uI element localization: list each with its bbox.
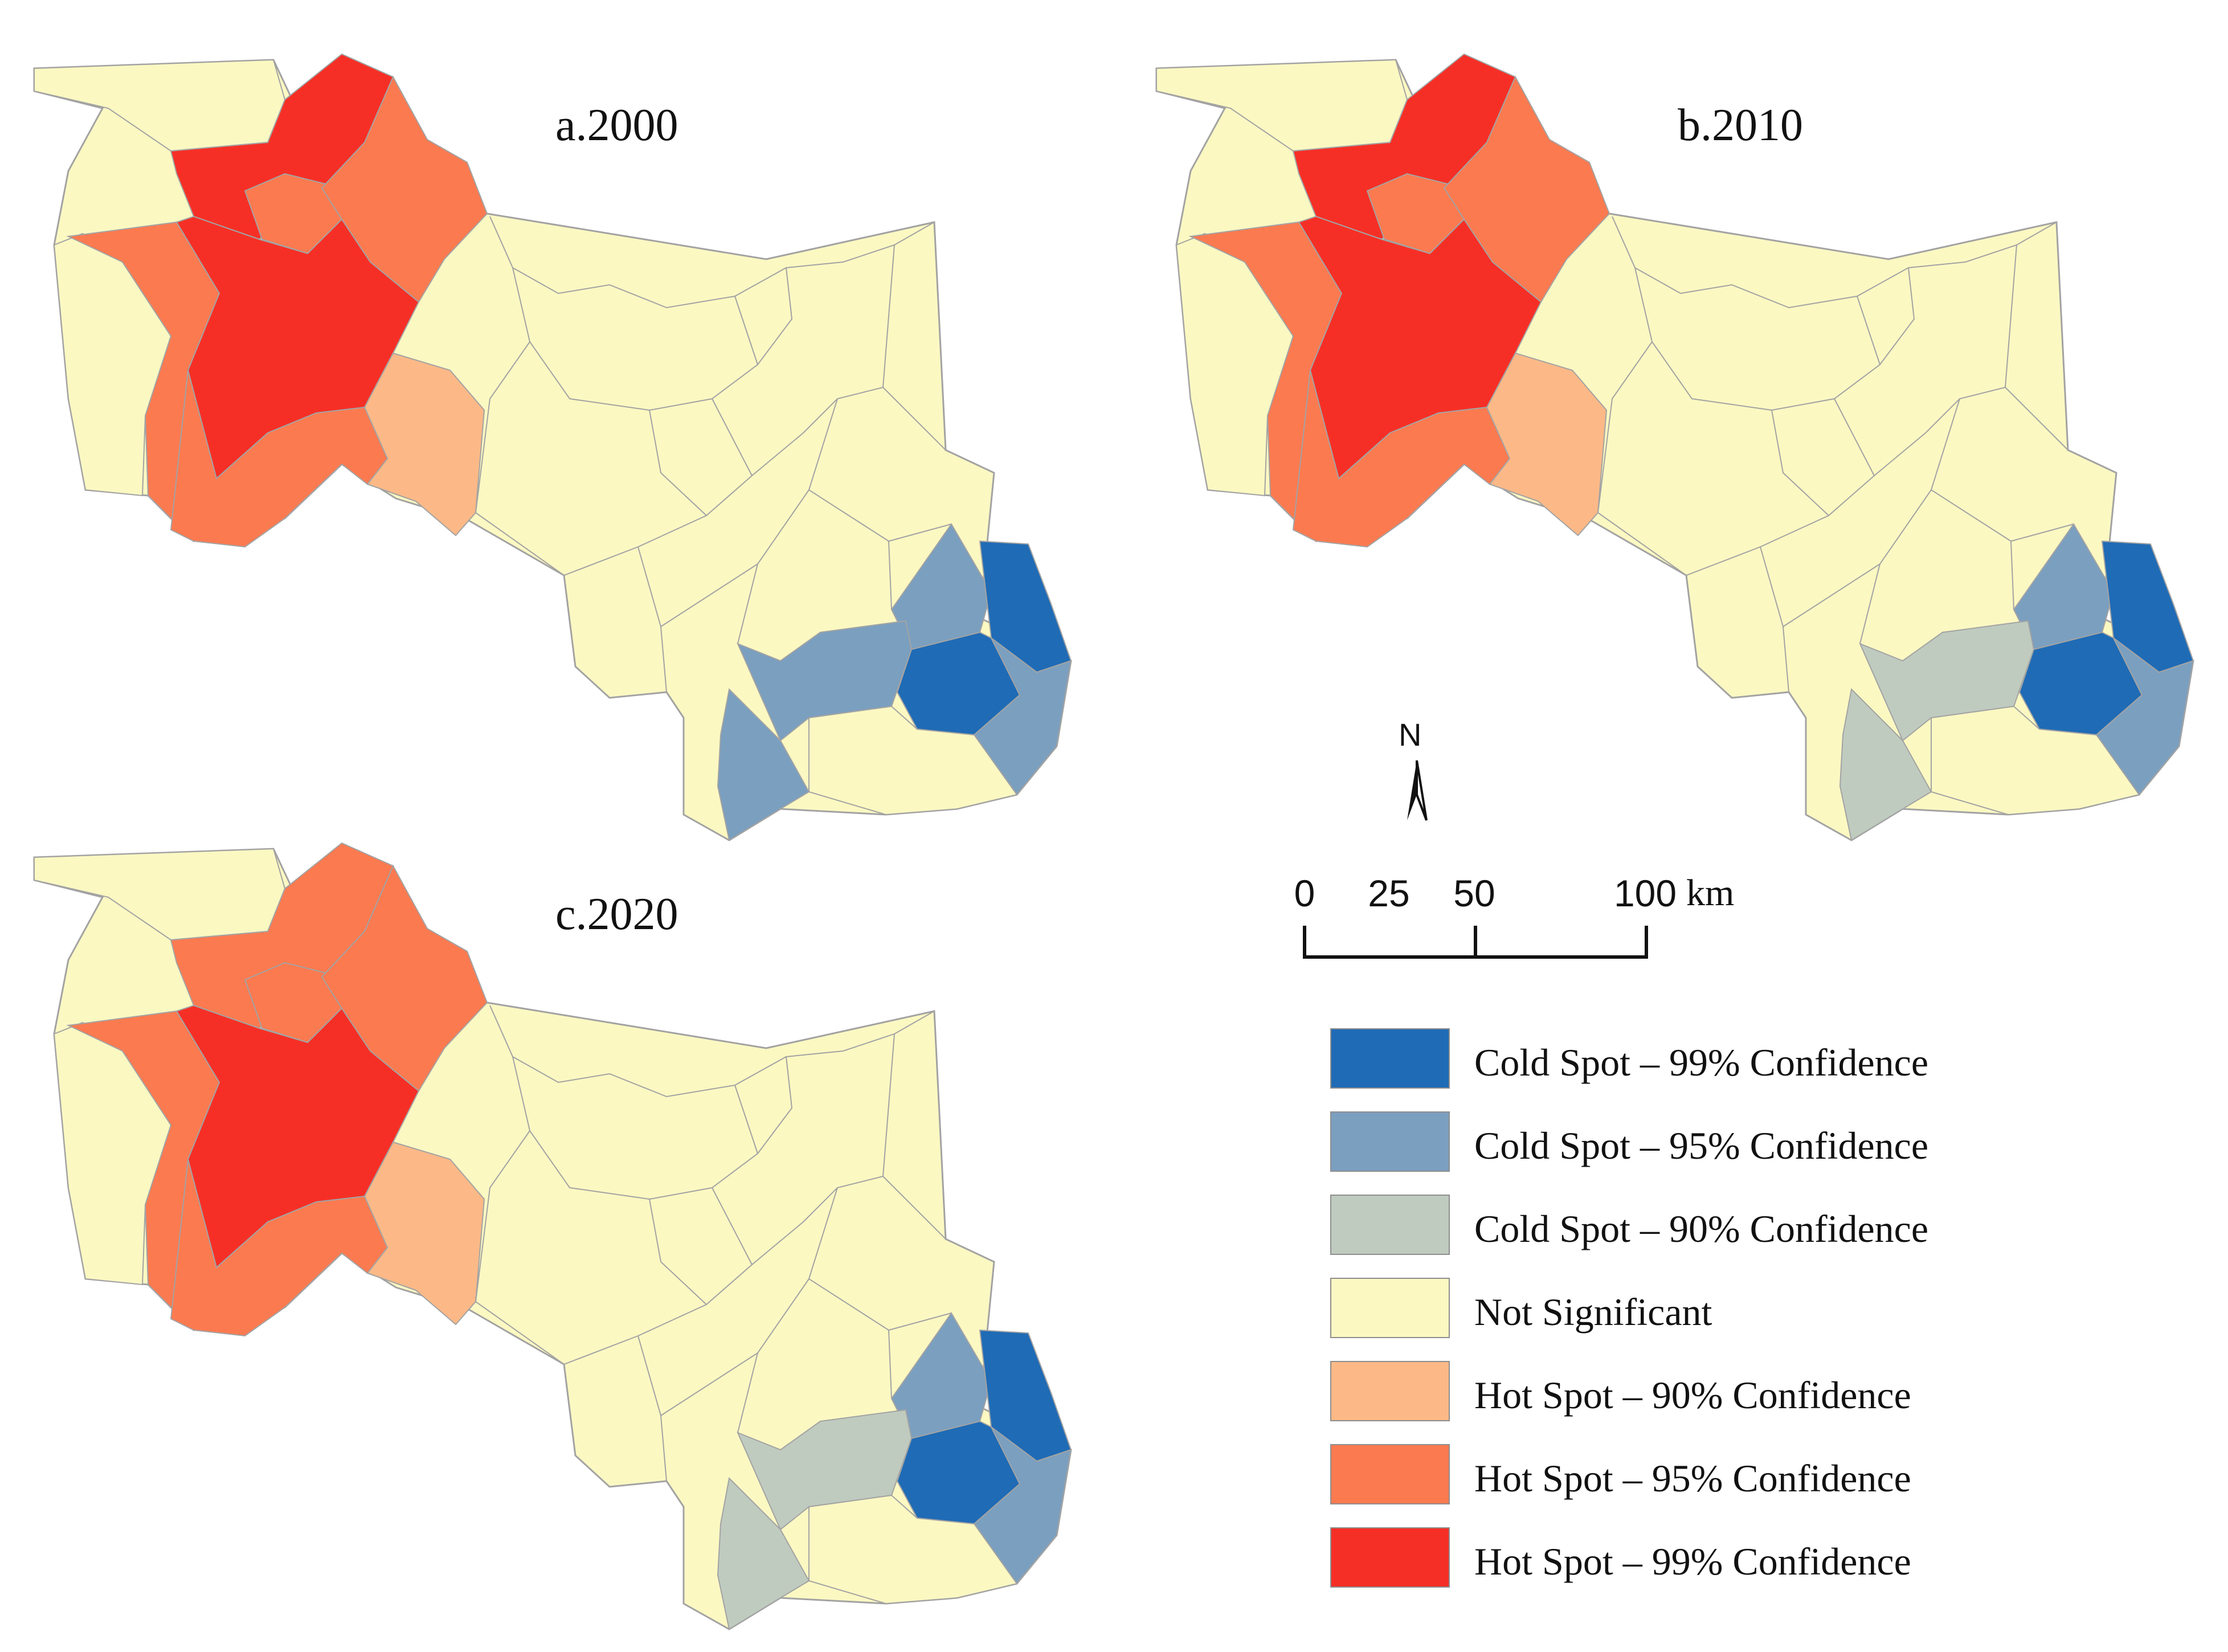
legend-item-not-significant: Not Significant: [1330, 1278, 2014, 1340]
legend-label-hot99: Hot Spot – 99% Confidence: [1474, 1540, 1911, 1583]
legend-swatch-hot99: [1330, 1527, 1450, 1588]
region-c-nw: [34, 848, 286, 941]
legend-swatch-hot95: [1330, 1444, 1450, 1504]
region-a-south-bottom: [808, 705, 1018, 816]
region-c-se-lower-east: [973, 1426, 1072, 1585]
legend-item-hot90: Hot Spot – 90% Confidence: [1330, 1361, 2014, 1424]
legend-swatch-hot90: [1330, 1361, 1450, 1421]
legend-item-cold90: Cold Spot – 90% Confidence: [1330, 1195, 2014, 1257]
north-arrow-icon: [1407, 760, 1428, 821]
legend-item-hot99: Hot Spot – 99% Confidence: [1330, 1527, 2014, 1590]
legend-label-hot90: Hot Spot – 90% Confidence: [1474, 1373, 1911, 1417]
north-label: N: [1399, 717, 1422, 753]
region-b-internal: [1597, 216, 2074, 693]
region-b-south-bottom: [1931, 705, 2140, 816]
region-c-se-south: [717, 1477, 810, 1630]
scale-unit: km: [1686, 872, 1735, 914]
region-a-internal: [475, 216, 952, 693]
legend-label-not-significant: Not Significant: [1474, 1290, 1712, 1334]
region-a-north-east: [321, 75, 488, 303]
region-b-north-east: [1443, 75, 1610, 303]
legend-item-cold99: Cold Spot – 99% Confidence: [1330, 1028, 2014, 1091]
legend-item-hot95: Hot Spot – 95% Confidence: [1330, 1444, 2014, 1507]
region-b-south-mid: [1486, 352, 1608, 537]
legend-swatch-cold90: [1330, 1195, 1450, 1255]
scale-tick-0: 0: [1294, 872, 1315, 914]
legend-swatch-cold99: [1330, 1028, 1450, 1089]
legend-swatch-not-significant: [1330, 1278, 1450, 1338]
legend-item-cold95: Cold Spot – 95% Confidence: [1330, 1111, 2014, 1174]
region-b-nw: [1156, 59, 1408, 152]
region-a-se-south: [717, 688, 810, 841]
region-c-south-mid: [363, 1141, 485, 1326]
panel-title-a: a.2000: [555, 100, 678, 150]
region-b-se-south: [1839, 688, 1932, 841]
scale-bar: [1303, 926, 1648, 959]
panel-title-b: b.2010: [1678, 100, 1803, 150]
legend-swatch-cold95: [1330, 1111, 1450, 1172]
map-panel-b: [1155, 53, 2194, 841]
region-a-se-lower-east: [973, 637, 1072, 796]
region-a-south-mid: [363, 352, 485, 537]
panel-title-c: c.2020: [555, 889, 678, 939]
legend-label-cold90: Cold Spot – 90% Confidence: [1474, 1207, 1929, 1250]
region-b-se-lower-east: [2095, 637, 2194, 796]
map-panel-a: [33, 53, 1072, 841]
region-c-south-bottom: [808, 1494, 1018, 1605]
map-panel-c: [33, 842, 1072, 1630]
region-a-nw: [34, 59, 286, 152]
legend-label-cold95: Cold Spot – 95% Confidence: [1474, 1124, 1929, 1167]
legend-label-hot95: Hot Spot – 95% Confidence: [1474, 1457, 1911, 1500]
scale-tick-50: 50: [1453, 872, 1495, 914]
region-c-internal: [475, 1005, 952, 1482]
scale-tick-100: 100: [1613, 872, 1677, 914]
scale-tick-25: 25: [1368, 872, 1410, 914]
legend-label-cold99: Cold Spot – 99% Confidence: [1474, 1041, 1929, 1084]
region-c-north-east: [321, 864, 488, 1092]
